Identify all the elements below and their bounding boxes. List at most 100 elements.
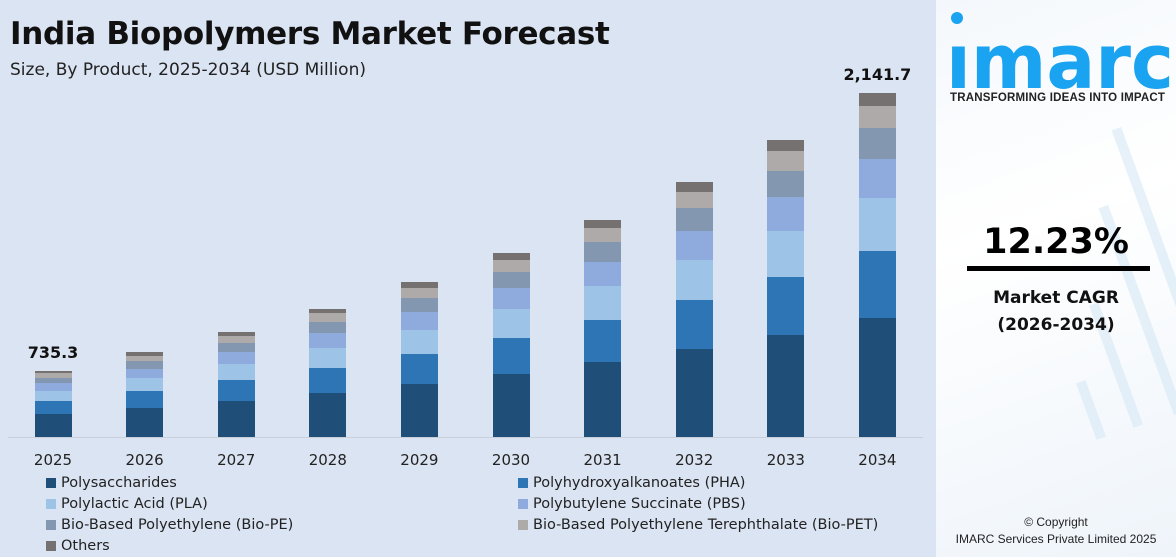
cagr-label-text: Market CAGR: [993, 288, 1119, 308]
bar-segment-2029-1: [400, 353, 438, 384]
copyright-line: © Copyright: [1024, 515, 1088, 529]
bar-segment-2031-2: [584, 286, 622, 320]
copyright: © Copyright IMARC Services Private Limit…: [936, 514, 1176, 548]
bar-segment-2028-1: [309, 367, 347, 393]
bar-segment-2025-2: [34, 391, 72, 402]
cagr-period: (2026-2034): [997, 315, 1115, 335]
bar-segment-2034-1: [858, 251, 896, 319]
bar-segment-2031-1: [584, 319, 622, 363]
legend-label: Bio-Based Polyethylene Terephthalate (Bi…: [533, 517, 879, 533]
legend-item: Bio-Based Polyethylene Terephthalate (Bi…: [518, 517, 878, 533]
bar-segment-2027-4: [217, 342, 255, 353]
bar-segment-2032-4: [675, 208, 713, 232]
imarc-logo: ımarc: [946, 12, 1174, 90]
bar-segment-2034-5: [858, 105, 896, 129]
bar-segment-2030-0: [492, 373, 530, 437]
legend-label: Polylactic Acid (PLA): [61, 496, 208, 512]
bar-segment-2031-5: [584, 227, 622, 242]
x-tick-label: 2026: [125, 451, 164, 469]
bar-segment-2033-1: [767, 276, 805, 335]
legend-swatch: [46, 499, 56, 509]
legend-label: Others: [61, 538, 110, 554]
bar-segment-2033-5: [767, 151, 805, 171]
bar-segment-2032-3: [675, 231, 713, 261]
x-tick-label: 2028: [308, 451, 347, 469]
legend-label: Bio-Based Polyethylene (Bio-PE): [61, 517, 294, 533]
bar-segment-2026-5: [126, 355, 164, 362]
x-tick-label: 2029: [400, 451, 439, 469]
bar-segment-2030-4: [492, 271, 530, 289]
x-tick-label: 2027: [217, 451, 256, 469]
bar-segment-2029-2: [400, 329, 438, 354]
bar-segment-2033-3: [767, 197, 805, 232]
chart-title: India Biopolymers Market Forecast: [10, 16, 610, 52]
bar-segment-2034-2: [858, 198, 896, 252]
legend-item: Polybutylene Succinate (PBS): [518, 496, 746, 512]
copyright-owner: IMARC Services Private Limited 2025: [955, 532, 1157, 546]
bar-segment-2031-3: [584, 261, 622, 287]
bar-segment-2030-5: [492, 259, 530, 272]
bar-segment-2028-5: [309, 313, 347, 322]
bar-segment-2033-0: [767, 334, 805, 437]
x-tick-label: 2033: [766, 451, 805, 469]
bar-segment-2031-6: [584, 219, 622, 228]
bar-segment-2034-4: [858, 128, 896, 160]
legend-item: Bio-Based Polyethylene (Bio-PE): [46, 517, 293, 533]
x-axis-line: [8, 437, 923, 438]
brand-tagline: TRANSFORMING IDEAS INTO IMPACT: [950, 92, 1166, 104]
bar-segment-2025-3: [34, 383, 72, 392]
total-value-label: 735.3: [27, 342, 79, 362]
bar-segment-2031-4: [584, 242, 622, 262]
bar-segment-2026-6: [126, 352, 164, 356]
bar-segment-2027-2: [217, 364, 255, 381]
legend-swatch: [518, 478, 528, 488]
bar-segment-2027-0: [217, 400, 255, 437]
chart-subtitle: Size, By Product, 2025-2034 (USD Million…: [10, 60, 366, 80]
bar-segment-2028-3: [309, 333, 347, 348]
bar-segment-2029-6: [400, 282, 438, 289]
cagr-value: 12.23%: [983, 222, 1129, 262]
decor-bar: [1076, 380, 1106, 440]
legend-item: Others: [46, 538, 110, 554]
cagr-label: Market CAGR (2026-2034): [936, 285, 1176, 339]
bar-segment-2030-2: [492, 309, 530, 338]
bar-segment-2030-3: [492, 288, 530, 310]
svg-text:ımarc: ımarc: [946, 17, 1174, 90]
bar-segment-2032-2: [675, 260, 713, 300]
bar-segment-2032-1: [675, 299, 713, 350]
bar-segment-2031-0: [584, 362, 622, 437]
bar-segment-2029-5: [400, 288, 438, 299]
bar-segment-2026-4: [126, 361, 164, 369]
bar-segment-2032-6: [675, 182, 713, 192]
bar-segment-2025-0: [34, 414, 72, 437]
bar-segment-2028-0: [309, 392, 347, 437]
plot-area: 2025 735.3 2026 2027 2028 2029 2030 2031 2032 203…: [8, 65, 923, 469]
bar-segment-2025-5: [34, 373, 72, 378]
bar-segment-2027-6: [217, 331, 255, 336]
legend-swatch: [518, 520, 528, 530]
bar-segment-2033-4: [767, 170, 805, 198]
bar-segment-2034-6: [858, 93, 896, 106]
bar-segment-2027-1: [217, 380, 255, 401]
bar-segment-2026-0: [126, 407, 164, 437]
legend-swatch: [46, 478, 56, 488]
bar-segment-2030-6: [492, 252, 530, 260]
bar-segment-2026-1: [126, 391, 164, 408]
legend-item: Polyhydroxyalkanoates (PHA): [518, 475, 745, 491]
brand-panel: ımarc TRANSFORMING IDEAS INTO IMPACT 12.…: [936, 0, 1176, 557]
bar-segment-2030-1: [492, 337, 530, 374]
bar-segment-2026-2: [126, 378, 164, 392]
legend-item: Polylactic Acid (PLA): [46, 496, 208, 512]
bar-segment-2025-1: [34, 401, 72, 415]
bar-segment-2034-0: [858, 318, 896, 437]
bar-segment-2025-6: [34, 370, 72, 374]
total-value-label: 2,141.7: [843, 65, 912, 84]
bar-segment-2029-4: [400, 298, 438, 313]
x-tick-label: 2025: [33, 451, 73, 469]
bar-segment-2033-2: [767, 231, 805, 277]
bar-segment-2028-2: [309, 347, 347, 368]
legend-label: Polysaccharides: [61, 475, 177, 491]
bar-segment-2026-3: [126, 368, 164, 379]
chart-panel: India Biopolymers Market Forecast Size, …: [8, 16, 923, 554]
cagr-divider: [967, 266, 1150, 271]
